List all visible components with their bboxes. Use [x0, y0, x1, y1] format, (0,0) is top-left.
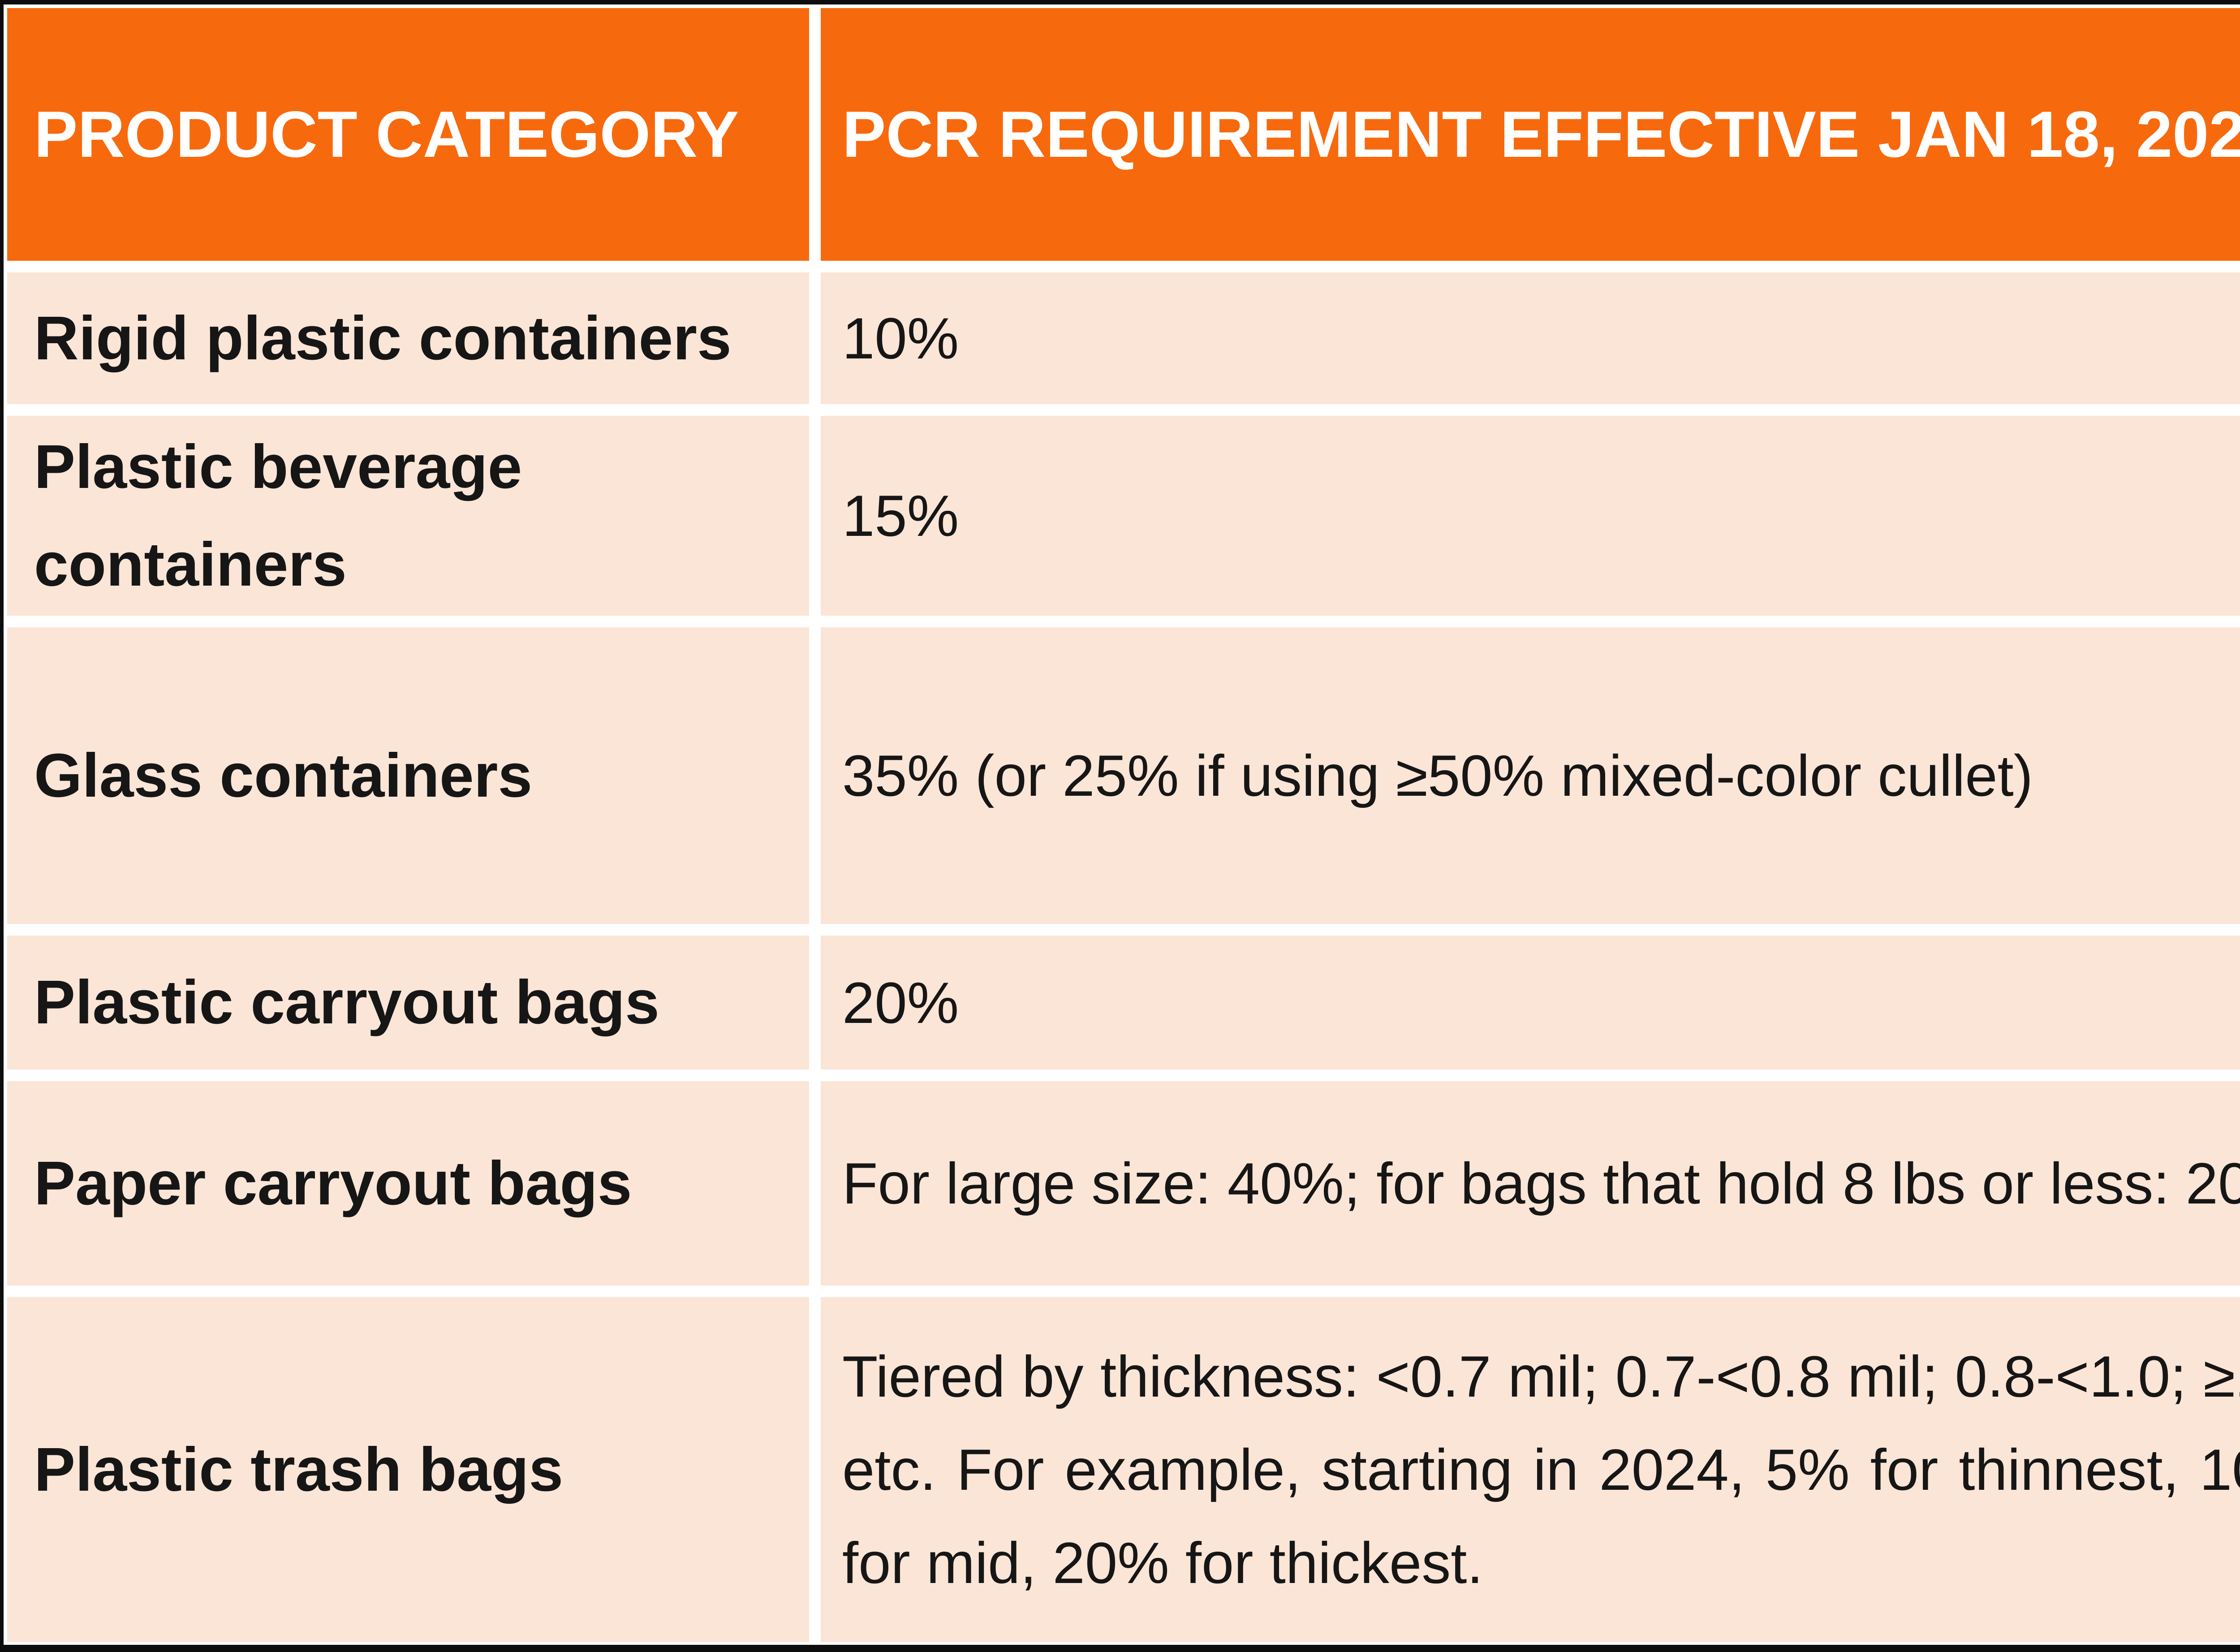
header-product-category: PRODUCT CATEGORY: [7, 8, 809, 261]
row-plastic-carryout-category: Plastic carryout bags: [7, 936, 809, 1070]
row-plastic-beverage-category: Plastic beverage containers: [7, 416, 809, 616]
row-glass-containers-category: Glass containers: [7, 627, 809, 924]
header-pcr-requirement: PCR REQUIREMENT EFFECTIVE JAN 18, 2024: [821, 8, 2240, 261]
row-plastic-trash-category: Plastic trash bags: [7, 1297, 809, 1642]
row-glass-containers-pcr: 35% (or 25% if using ≥50% mixed-color cu…: [821, 627, 2240, 924]
row-rigid-plastic-category: Rigid plastic containers: [7, 272, 809, 404]
row-paper-carryout-category: Paper carryout bags: [7, 1081, 809, 1285]
row-plastic-beverage-pcr: 15%: [821, 416, 2240, 616]
row-plastic-carryout-pcr: 20%: [821, 936, 2240, 1070]
row-plastic-trash-pcr: Tiered by thickness: <0.7 mil; 0.7-<0.8 …: [821, 1297, 2240, 1642]
row-paper-carryout-pcr: For large size: 40%; for bags that hold …: [821, 1081, 2240, 1285]
row-rigid-plastic-pcr: 10%: [821, 272, 2240, 404]
